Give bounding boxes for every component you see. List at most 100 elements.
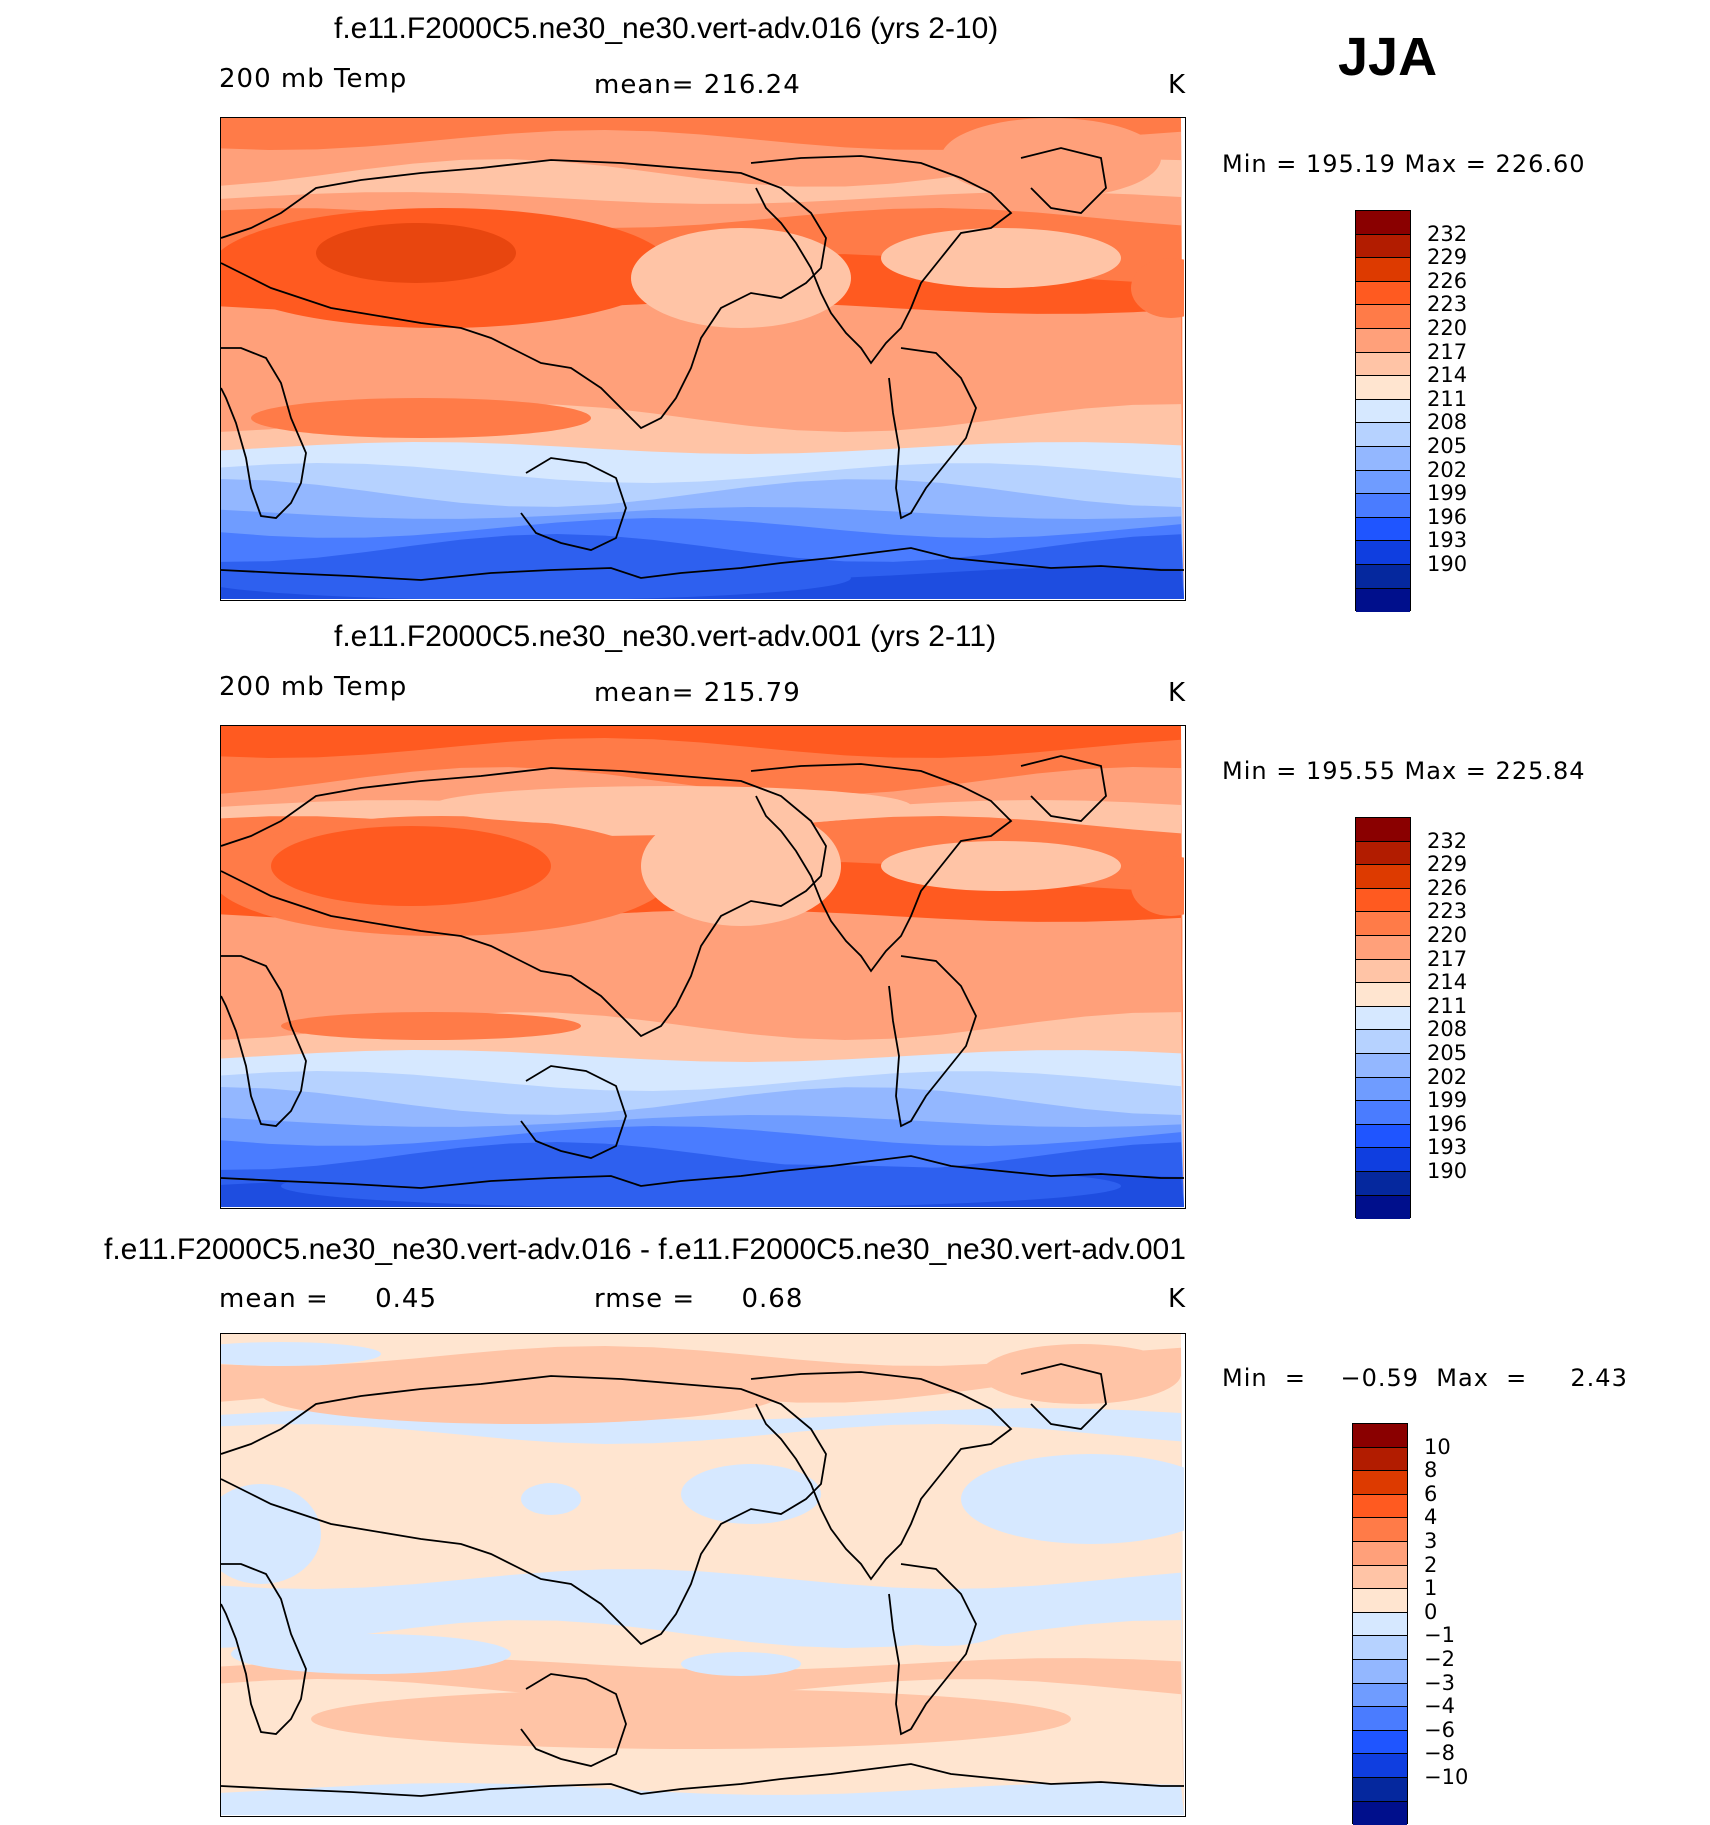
colorbar-swatch xyxy=(1356,935,1410,960)
colorbar-swatch xyxy=(1353,1541,1407,1566)
colorbar-label: 208 xyxy=(1427,410,1468,435)
panel-1-mean-label: mean= 216.24 xyxy=(594,70,801,100)
panel-3-units-label: K xyxy=(1168,1284,1187,1314)
contour-region xyxy=(311,1689,1071,1749)
colorbar-label: 8 xyxy=(1424,1458,1438,1483)
colorbar-swatch xyxy=(1356,234,1410,259)
colorbar-label: −10 xyxy=(1424,1765,1469,1789)
colorbar-label: 1 xyxy=(1424,1576,1438,1601)
contour-region xyxy=(941,118,1161,198)
colorbar-swatch xyxy=(1353,1589,1407,1613)
panel-3-rmse-label: rmse = 0.68 xyxy=(594,1284,804,1314)
colorbar-swatch xyxy=(1353,1659,1407,1684)
contour-region xyxy=(631,228,851,328)
coastline-africa xyxy=(221,955,307,1127)
colorbar-swatch xyxy=(1356,281,1410,306)
coastline-australia xyxy=(520,457,627,551)
coastline-greenland xyxy=(1020,755,1107,822)
colorbar-label: 226 xyxy=(1427,268,1468,293)
colorbar-swatch xyxy=(1356,841,1410,866)
colorbar-swatch xyxy=(1356,1195,1410,1220)
panel-2-variable-label: 200 mb Temp xyxy=(219,672,408,702)
colorbar-swatch xyxy=(1356,983,1410,1007)
panel-3-colorbar-swatches xyxy=(1352,1423,1408,1825)
colorbar-swatch xyxy=(1356,865,1410,889)
contour-region xyxy=(261,1364,781,1424)
contour-region xyxy=(281,1012,581,1040)
panel-1-colorbar-swatches xyxy=(1355,210,1411,613)
colorbar-swatch xyxy=(1356,517,1410,542)
coastline-north-america xyxy=(750,155,1013,365)
contour-region xyxy=(881,228,1121,288)
contour-region xyxy=(521,1483,581,1515)
colorbar-label: 199 xyxy=(1427,1088,1468,1113)
colorbar-swatch xyxy=(1356,888,1410,913)
colorbar-label: 193 xyxy=(1427,1135,1468,1160)
colorbar-label: 229 xyxy=(1427,852,1468,877)
panel-2-contour-field xyxy=(221,726,1184,1207)
colorbar-label: 202 xyxy=(1427,457,1468,482)
colorbar-label: 223 xyxy=(1427,899,1468,924)
colorbar-swatch xyxy=(1356,376,1410,400)
colorbar-swatch xyxy=(1353,1612,1407,1637)
coastline-antarctica xyxy=(221,1763,1184,1797)
coastline-europe-asia xyxy=(221,767,827,1038)
panel-2-map xyxy=(220,725,1186,1209)
colorbar-swatch xyxy=(1356,818,1410,842)
panel-1-variable-label: 200 mb Temp xyxy=(219,64,408,94)
colorbar-swatch xyxy=(1356,494,1410,518)
colorbar-swatch xyxy=(1353,1424,1407,1448)
colorbar-swatch xyxy=(1356,352,1410,377)
colorbar-swatch xyxy=(1356,1171,1410,1196)
colorbar-label: 193 xyxy=(1427,528,1468,553)
coastline-africa xyxy=(221,347,307,519)
coastline-greenland xyxy=(1020,1363,1107,1430)
colorbar-label: 4 xyxy=(1424,1505,1438,1530)
colorbar-label: 196 xyxy=(1427,504,1468,529)
colorbar-swatch xyxy=(1356,1077,1410,1102)
colorbar-label: 211 xyxy=(1427,993,1468,1018)
colorbar-label: −6 xyxy=(1424,1717,1455,1742)
colorbar-label: 205 xyxy=(1427,434,1468,458)
colorbar-label: −1 xyxy=(1424,1623,1455,1648)
colorbar-label: 2 xyxy=(1424,1552,1438,1577)
coastline-australia xyxy=(520,1065,627,1159)
colorbar-label: 6 xyxy=(1424,1481,1438,1506)
coastline-greenland xyxy=(1020,147,1107,214)
contour-region xyxy=(871,1602,1011,1646)
contour-region xyxy=(961,1454,1184,1544)
colorbar-label: −4 xyxy=(1424,1694,1455,1719)
colorbar-swatch xyxy=(1356,211,1410,235)
colorbar-label: 211 xyxy=(1427,386,1468,411)
colorbar-swatch xyxy=(1353,1777,1407,1802)
colorbar-swatch xyxy=(1353,1494,1407,1519)
panel-3-mean-label: mean = 0.45 xyxy=(219,1284,437,1314)
colorbar-swatch xyxy=(1353,1754,1407,1778)
panel-1-map xyxy=(220,117,1186,601)
colorbar-label: 217 xyxy=(1427,339,1468,364)
colorbar-swatch xyxy=(1356,1148,1410,1172)
contour-region xyxy=(231,1634,511,1674)
contour-region xyxy=(1131,258,1184,318)
coastline-europe-asia xyxy=(221,159,827,430)
colorbar-swatch xyxy=(1356,305,1410,329)
colorbar-swatch xyxy=(1356,912,1410,936)
colorbar-label: 202 xyxy=(1427,1064,1468,1089)
contour-region xyxy=(281,1164,1121,1207)
colorbar-swatch xyxy=(1356,258,1410,282)
colorbar-swatch xyxy=(1353,1447,1407,1472)
contour-region xyxy=(271,826,551,906)
coastline-north-america xyxy=(750,763,1013,973)
colorbar-swatch xyxy=(1356,423,1410,447)
colorbar-swatch xyxy=(1353,1565,1407,1590)
colorbar-swatch xyxy=(1356,446,1410,471)
colorbar-swatch xyxy=(1356,541,1410,565)
colorbar-label: 196 xyxy=(1427,1111,1468,1136)
panel-2-title: f.e11.F2000C5.ne30_ne30.vert-adv.001 (yr… xyxy=(334,620,997,653)
colorbar-swatch xyxy=(1356,564,1410,589)
panel-1-title: f.e11.F2000C5.ne30_ne30.vert-adv.016 (yr… xyxy=(334,12,999,45)
colorbar-swatch xyxy=(1356,1124,1410,1149)
panel-3-map xyxy=(220,1333,1186,1817)
colorbar-swatch xyxy=(1353,1801,1407,1825)
colorbar-swatch xyxy=(1356,470,1410,495)
